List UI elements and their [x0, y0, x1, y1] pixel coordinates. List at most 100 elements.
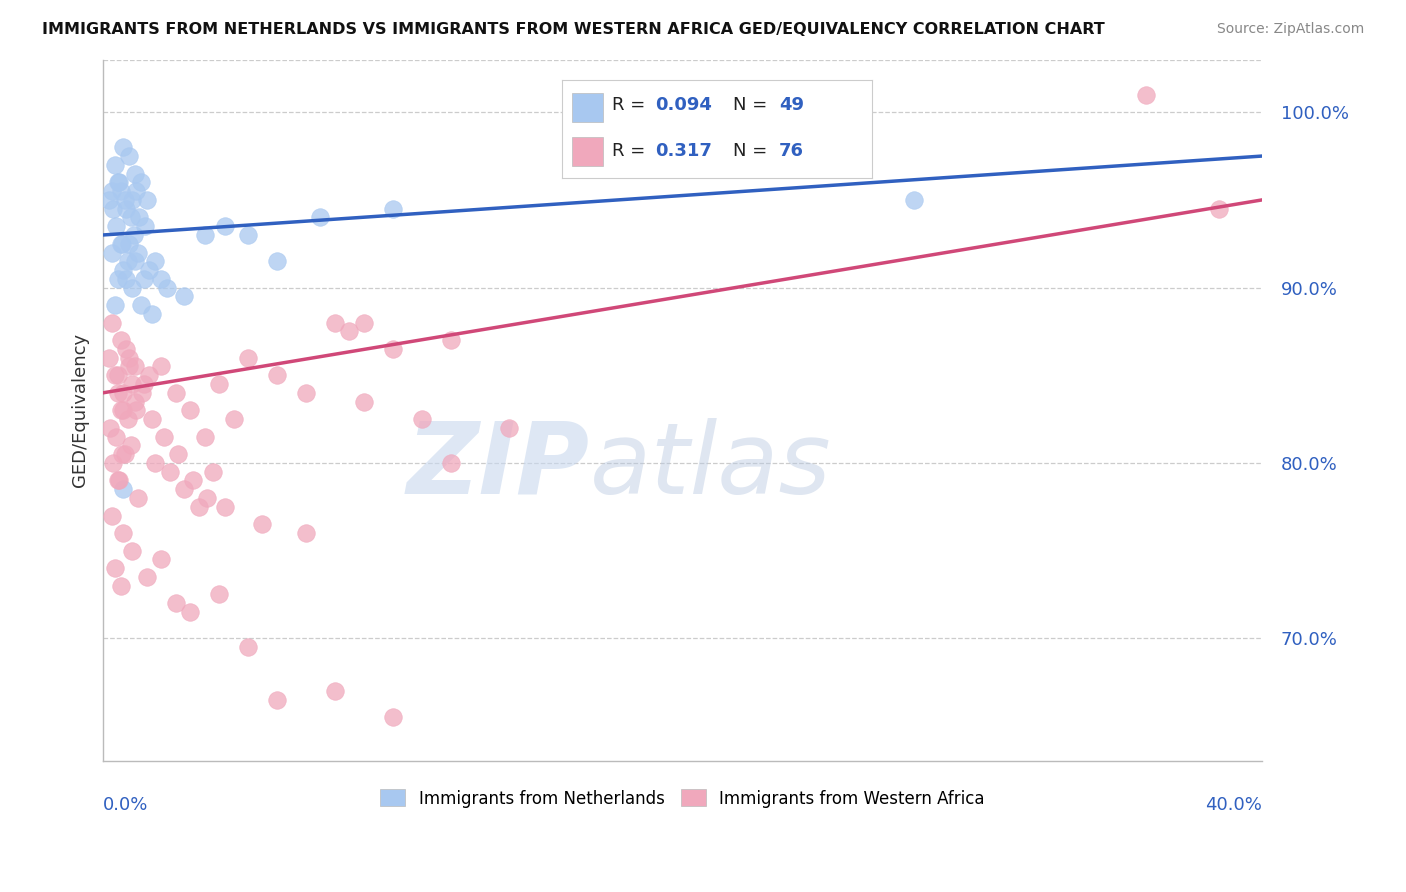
Point: [101, 508, 124, 523]
Point: [193, 227, 215, 242]
Text: R =: R =: [612, 143, 657, 161]
Point: [214, 500, 236, 514]
Point: [150, 552, 173, 566]
Point: [339, 325, 361, 339]
Point: [105, 219, 128, 234]
Point: [120, 438, 142, 452]
Point: [150, 359, 173, 374]
Point: [252, 517, 274, 532]
Point: [134, 219, 156, 234]
Point: [115, 202, 138, 216]
Legend: Immigrants from Netherlands, Immigrants from Western Africa: Immigrants from Netherlands, Immigrants …: [373, 781, 993, 816]
Point: [121, 543, 143, 558]
Point: [266, 692, 288, 706]
Point: [236, 351, 259, 365]
Point: [124, 167, 146, 181]
Point: [107, 474, 129, 488]
Point: [411, 412, 433, 426]
Point: [127, 245, 149, 260]
Point: [118, 351, 141, 365]
Point: [104, 158, 127, 172]
Text: atlas: atlas: [591, 418, 831, 515]
Point: [124, 394, 146, 409]
Point: [353, 394, 375, 409]
Text: IMMIGRANTS FROM NETHERLANDS VS IMMIGRANTS FROM WESTERN AFRICA GED/EQUIVALENCY CO: IMMIGRANTS FROM NETHERLANDS VS IMMIGRANT…: [42, 22, 1105, 37]
Point: [153, 430, 176, 444]
Point: [132, 272, 155, 286]
Point: [187, 500, 209, 514]
Point: [103, 456, 125, 470]
FancyBboxPatch shape: [572, 136, 603, 166]
Point: [121, 280, 143, 294]
Point: [115, 342, 138, 356]
Point: [117, 412, 139, 426]
Text: 49: 49: [779, 95, 804, 114]
Text: N =: N =: [733, 143, 772, 161]
Point: [108, 175, 131, 189]
Point: [440, 333, 463, 347]
Point: [179, 605, 201, 619]
Point: [141, 307, 163, 321]
Point: [111, 236, 134, 251]
Point: [222, 412, 245, 426]
Point: [122, 227, 145, 242]
Point: [121, 193, 143, 207]
Point: [114, 447, 136, 461]
Point: [202, 465, 225, 479]
Point: [197, 491, 219, 505]
Point: [138, 263, 160, 277]
Point: [309, 211, 332, 225]
Point: [101, 316, 124, 330]
Text: N =: N =: [733, 95, 772, 114]
Point: [104, 561, 127, 575]
Text: ZIP: ZIP: [406, 418, 591, 515]
Point: [135, 570, 157, 584]
Point: [100, 421, 122, 435]
Point: [132, 377, 155, 392]
Point: [381, 342, 404, 356]
Point: [114, 193, 136, 207]
Point: [150, 272, 173, 286]
Point: [440, 456, 463, 470]
FancyBboxPatch shape: [572, 93, 603, 122]
Point: [208, 377, 231, 392]
Point: [236, 227, 259, 242]
Point: [101, 184, 124, 198]
Point: [107, 368, 129, 383]
Point: [107, 175, 129, 189]
Point: [105, 430, 128, 444]
Text: R =: R =: [612, 95, 651, 114]
Point: [173, 289, 195, 303]
Point: [117, 254, 139, 268]
Text: 0.094: 0.094: [655, 95, 711, 114]
Point: [165, 385, 187, 400]
Point: [115, 272, 138, 286]
Point: [118, 149, 141, 163]
Text: 0.317: 0.317: [655, 143, 711, 161]
Point: [118, 359, 141, 374]
Point: [138, 368, 160, 383]
Y-axis label: GED/Equivalency: GED/Equivalency: [72, 334, 89, 487]
Text: Source: ZipAtlas.com: Source: ZipAtlas.com: [1216, 22, 1364, 37]
Point: [107, 385, 129, 400]
Point: [135, 193, 157, 207]
Text: 76: 76: [779, 143, 804, 161]
Point: [112, 263, 135, 277]
Point: [104, 298, 127, 312]
Point: [110, 579, 132, 593]
Point: [236, 640, 259, 654]
Point: [214, 219, 236, 234]
Point: [110, 333, 132, 347]
Point: [295, 385, 318, 400]
Point: [1135, 87, 1157, 102]
Point: [128, 211, 150, 225]
Point: [104, 368, 127, 383]
Point: [156, 280, 179, 294]
Point: [120, 211, 142, 225]
Point: [903, 193, 925, 207]
Point: [381, 202, 404, 216]
Point: [111, 447, 134, 461]
Point: [108, 474, 131, 488]
Point: [103, 202, 125, 216]
Point: [97, 193, 120, 207]
